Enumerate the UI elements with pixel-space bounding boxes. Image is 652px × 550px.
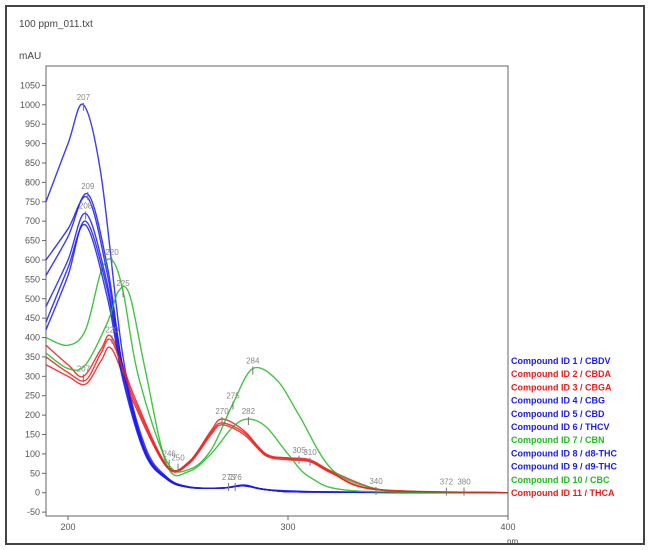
legend-entry-9: Compound ID 9 / d9-THC <box>511 462 617 472</box>
peak-label: 310 <box>303 448 317 457</box>
y-tick-label: 500 <box>25 294 40 304</box>
legend-entry-1: Compound ID 1 / CBDV <box>511 356 611 366</box>
x-tick-label: 400 <box>500 522 515 532</box>
legend-entry-3: Compound ID 3 / CBGA <box>511 382 612 392</box>
peak-label: 208 <box>79 201 93 210</box>
y-tick-label: 450 <box>25 313 40 323</box>
peak-label: 340 <box>369 477 383 486</box>
peak-label: 270 <box>215 407 229 416</box>
y-tick-label: 50 <box>30 468 40 478</box>
y-tick-label: 150 <box>25 430 40 440</box>
peak-label: 220 <box>105 326 119 335</box>
series-line-9 <box>45 224 509 494</box>
legend-entry-2: Compound ID 2 / CBDA <box>511 369 611 379</box>
peak-label: 282 <box>242 407 256 416</box>
x-axis-unit-label: nm <box>507 537 519 546</box>
y-tick-label: 550 <box>25 274 40 284</box>
series-line-11 <box>45 338 509 494</box>
y-tick-label: -50 <box>27 507 40 517</box>
legend-entry-5: Compound ID 5 / CBD <box>511 409 605 419</box>
peak-label: 246 <box>163 450 177 459</box>
peak-label: 225 <box>116 279 130 288</box>
peak-label: 220 <box>105 248 119 257</box>
y-tick-label: 1000 <box>20 100 40 110</box>
y-tick-label: 1050 <box>20 80 40 90</box>
series-line-2 <box>45 334 509 494</box>
peak-label: 276 <box>229 473 243 482</box>
y-tick-label: 0 <box>35 488 40 498</box>
peak-label: 250 <box>171 454 185 463</box>
legend-entry-6: Compound ID 6 / THCV <box>511 422 610 432</box>
y-tick-label: 850 <box>25 158 40 168</box>
y-axis-unit-label: mAU <box>19 51 42 62</box>
legend-entry-10: Compound ID 10 / CBC <box>511 475 610 485</box>
y-tick-label: 950 <box>25 119 40 129</box>
x-tick-label: 200 <box>60 522 75 532</box>
y-tick-label: 200 <box>25 410 40 420</box>
peak-label: 275 <box>226 392 240 401</box>
peak-label: 284 <box>246 357 260 366</box>
series-line-3 <box>45 346 509 494</box>
peak-label: 207 <box>77 364 91 373</box>
peak-label: 209 <box>81 182 95 191</box>
chart-frame: 100 ppm_011.txt mAU nm <box>5 5 645 546</box>
peak-label: 372 <box>440 478 454 487</box>
y-tick-label: 400 <box>25 333 40 343</box>
y-tick-label: 800 <box>25 177 40 187</box>
peak-label: 380 <box>457 478 471 487</box>
legend-entry-4: Compound ID 4 / CBG <box>511 396 605 406</box>
y-tick-label: 100 <box>25 449 40 459</box>
peak-label: 273 <box>222 473 236 482</box>
peak-label: 305 <box>292 446 306 455</box>
x-tick-label: 300 <box>280 522 295 532</box>
legend-entry-11: Compound ID 11 / THCA <box>511 488 615 498</box>
series-line-10 <box>45 285 509 494</box>
y-tick-label: 350 <box>25 352 40 362</box>
y-tick-label: 900 <box>25 139 40 149</box>
peak-label: 207 <box>77 93 91 102</box>
y-tick-label: 300 <box>25 371 40 381</box>
legend-entry-7: Compound ID 7 / CBN <box>511 435 605 445</box>
y-tick-label: 750 <box>25 197 40 207</box>
legend-entry-8: Compound ID 8 / d8-THC <box>511 448 617 458</box>
y-tick-label: 650 <box>25 236 40 246</box>
plot-area-border <box>45 65 509 517</box>
y-tick-label: 700 <box>25 216 40 226</box>
y-tick-label: 250 <box>25 391 40 401</box>
y-tick-label: 600 <box>25 255 40 265</box>
file-title: 100 ppm_011.txt <box>19 19 93 30</box>
